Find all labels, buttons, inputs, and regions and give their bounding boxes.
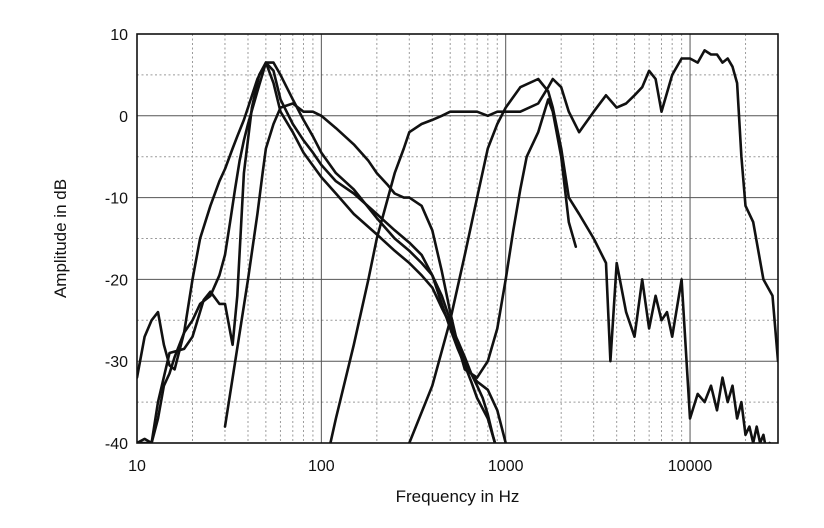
y-tick-label: 10	[110, 27, 128, 44]
x-tick-label: 10000	[668, 458, 713, 475]
x-tick-label: 1000	[488, 458, 524, 475]
response-curve-4	[223, 98, 578, 428]
response-curve-3	[137, 61, 507, 443]
response-curve-2	[137, 61, 497, 443]
minor-gridlines	[137, 34, 779, 443]
y-tick-label: -20	[105, 272, 128, 289]
y-tick-label: -30	[105, 354, 128, 371]
y-axis-tick-labels: 10 0 -10 -20 -30 -40	[105, 27, 128, 453]
response-curve-5	[329, 49, 778, 443]
x-tick-label: 100	[308, 458, 335, 475]
x-axis-tick-labels: 10 100 1000 10000	[128, 458, 712, 475]
x-axis-label: Frequency in Hz	[396, 487, 520, 506]
y-tick-label: 0	[119, 109, 128, 126]
y-tick-label: -10	[105, 191, 128, 208]
y-axis-label: Amplitude in dB	[51, 179, 70, 298]
x-tick-label: 10	[128, 458, 146, 475]
response-curve-6	[407, 77, 771, 443]
plot-area-frame	[136, 33, 779, 444]
series-layer	[137, 49, 778, 443]
y-tick-label: -40	[105, 436, 128, 453]
